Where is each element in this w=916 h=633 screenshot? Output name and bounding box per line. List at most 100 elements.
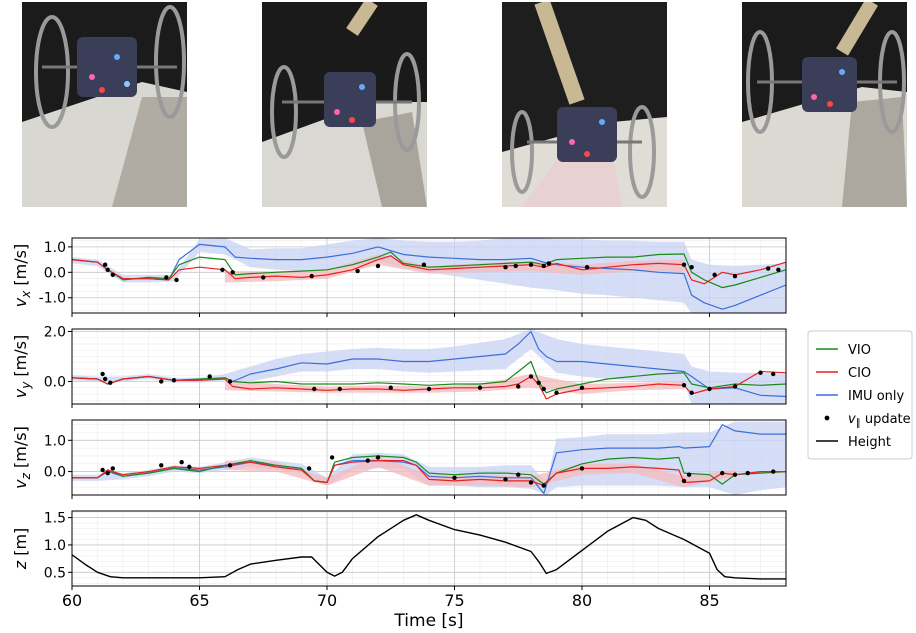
- robot-photo-3-image: [502, 2, 667, 207]
- update-point: [579, 466, 585, 471]
- update-point: [536, 380, 541, 385]
- xtick-label: 80: [572, 591, 592, 610]
- legend-label: v∥ update: [848, 412, 911, 429]
- update-point: [375, 263, 381, 269]
- xlabel: Time [s]: [393, 611, 463, 631]
- update-point: [681, 262, 687, 267]
- series-cio: [72, 370, 786, 400]
- update-point: [528, 262, 534, 267]
- update-point: [164, 275, 169, 280]
- series-height: [72, 514, 786, 580]
- ytick-label: 1.0: [44, 433, 66, 449]
- update-point: [105, 470, 110, 476]
- update-point: [100, 467, 105, 473]
- update-point: [159, 379, 164, 384]
- update-point: [207, 374, 212, 379]
- robot-photo-2: [262, 2, 427, 207]
- update-point: [105, 267, 110, 272]
- update-point: [689, 265, 694, 270]
- legend: VIO CIO IMU only v∥ update Height: [807, 330, 913, 460]
- update-point: [426, 386, 432, 392]
- update-point: [528, 480, 534, 485]
- xtick-label: 85: [699, 591, 719, 610]
- update-point: [686, 472, 692, 477]
- robot-photo-4-image: [742, 2, 907, 207]
- update-point: [375, 455, 381, 460]
- plot-area-3: [72, 421, 786, 495]
- update-point: [102, 376, 108, 382]
- update-point: [689, 390, 694, 395]
- ytick-label: 1.5: [44, 511, 66, 527]
- update-point: [309, 273, 314, 279]
- series-vio: [72, 251, 786, 289]
- series-imu-only: [72, 424, 786, 494]
- update-point: [388, 385, 393, 390]
- axes-frame: [71, 510, 787, 587]
- update-point: [584, 265, 590, 270]
- update-point: [732, 472, 738, 477]
- update-point: [681, 478, 687, 484]
- update-point: [102, 262, 108, 267]
- update-point: [171, 378, 177, 383]
- plot-area-4: [72, 514, 786, 580]
- update-point: [765, 266, 771, 271]
- series-cio: [72, 255, 786, 285]
- ytick-label: 0.0: [44, 265, 66, 281]
- ylabel: vx [m/s]: [11, 244, 33, 307]
- panel-3: 1.0 0.0 vz [m/s]: [11, 419, 787, 499]
- update-point: [745, 470, 750, 476]
- ylabel: z [m]: [11, 528, 30, 571]
- update-point: [513, 263, 518, 269]
- update-point: [100, 371, 105, 377]
- update-point: [312, 386, 317, 392]
- update-point: [503, 265, 508, 270]
- update-point: [230, 270, 235, 275]
- band-cio: [225, 455, 735, 488]
- update-point: [541, 263, 546, 269]
- update-point: [732, 273, 738, 279]
- update-point: [758, 370, 763, 375]
- legend-label: IMU only: [848, 389, 905, 404]
- update-point: [187, 464, 192, 470]
- xtick-label: 75: [444, 591, 464, 610]
- panel-4: 1.5 1.0 0.5 z [m] 60 65 70 75 80 85 Time [s]: [11, 510, 787, 631]
- update-point: [771, 469, 776, 474]
- update-point: [227, 463, 233, 468]
- ylabel: vy [m/s]: [11, 335, 33, 398]
- update-point: [159, 463, 164, 468]
- update-point: [732, 384, 738, 389]
- ytick-label: -1.0: [39, 291, 66, 307]
- update-point: [776, 267, 781, 272]
- update-point: [720, 470, 725, 476]
- ytick-label: 0.5: [44, 565, 66, 581]
- ytick-label: 1.0: [44, 538, 66, 554]
- update-point: [541, 386, 546, 392]
- plot-area-2: [72, 329, 786, 404]
- update-point: [108, 380, 113, 385]
- series-vio: [72, 360, 786, 394]
- series-vio: [72, 455, 786, 485]
- update-point: [528, 374, 534, 379]
- update-point: [712, 272, 717, 278]
- update-point: [261, 275, 266, 280]
- update-point: [306, 466, 312, 471]
- update-point: [771, 371, 776, 377]
- update-point: [546, 261, 552, 266]
- update-point: [452, 475, 457, 481]
- update-point: [174, 277, 179, 283]
- update-point: [541, 483, 546, 488]
- axes-frame: [71, 328, 787, 405]
- update-point: [365, 458, 370, 463]
- update-point: [179, 459, 184, 465]
- legend-label: Height: [848, 435, 891, 450]
- xtick-label: 60: [62, 591, 82, 610]
- robot-photo-4: [742, 2, 907, 207]
- update-point: [707, 386, 712, 392]
- update-point: [421, 262, 427, 267]
- xtick-label: 65: [189, 591, 209, 610]
- update-point: [337, 386, 342, 392]
- robot-photo-1-image: [22, 2, 187, 207]
- robot-photo-1: [22, 2, 187, 207]
- panel-1: 1.0 0.0 -1.0 vx [m/s]: [11, 237, 787, 317]
